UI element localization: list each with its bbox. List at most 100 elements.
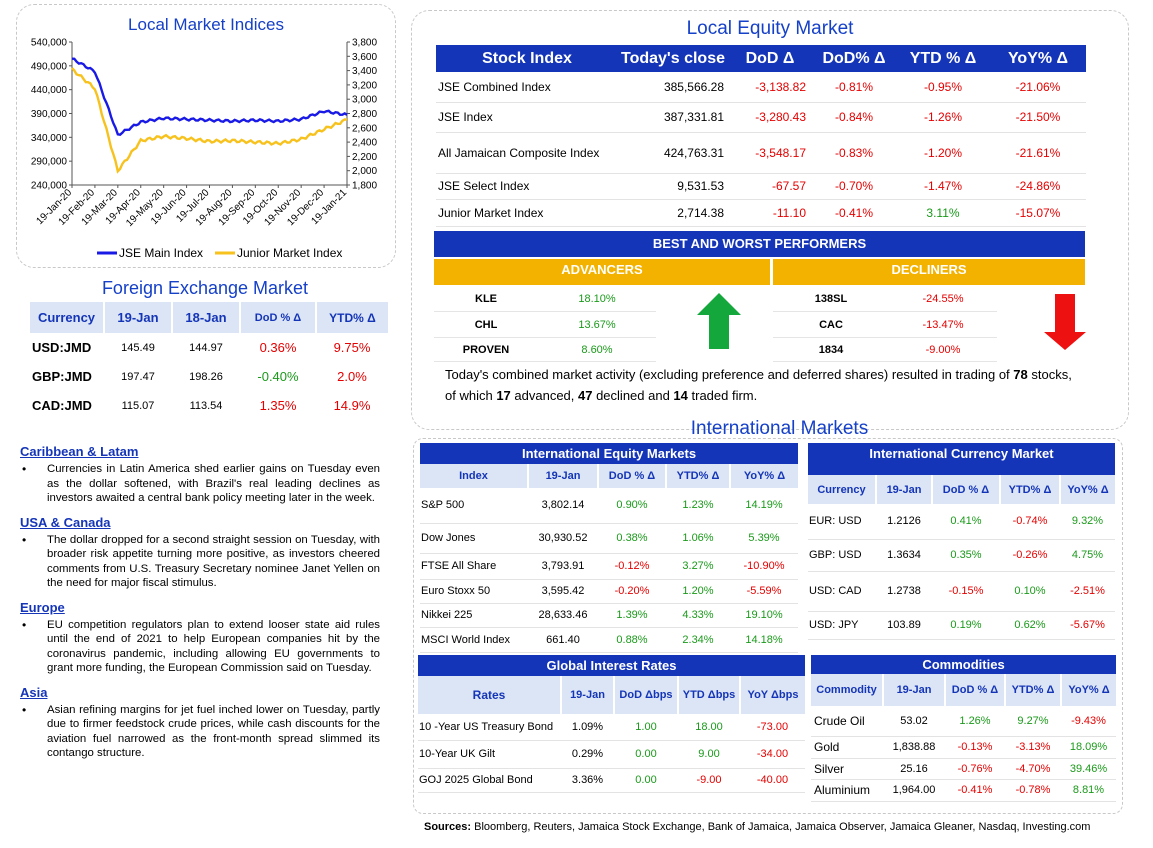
intl-equity-dod: 1.39% [598,603,666,628]
intl-currency-ytd: 0.10% [1000,571,1060,612]
fx-header-dod: DoD % Δ [240,302,317,333]
commodity-ytd: -0.78% [1005,779,1061,802]
commodity-ytd: -4.70% [1005,758,1061,780]
fx-ytd: 9.75% [333,340,371,355]
intl-equity-dod: -0.20% [598,579,666,604]
intl-panel [413,438,1123,814]
ic-h1: 19-Jan [876,475,933,504]
c-h2: DoD % Δ [945,674,1006,706]
commodity-value: 25.16 [883,758,945,780]
fx-row: CAD:JMD 115.07 113.54 1.35% 14.9% [30,391,388,420]
right-tick-label: 3,600 [352,52,377,63]
equity-panel [411,10,1129,430]
ie-h3: YTD% Δ [666,464,731,488]
intl-equity-name: Nikkei 225 [420,603,528,628]
eq-yoy: -21.61% [990,132,1086,174]
intl-equity-name: S&P 500 [420,488,528,524]
intl-equity-row: Dow Jones 30,930.52 0.38% 1.06% 5.39% [420,523,798,554]
eq-name: JSE Index [436,102,618,133]
right-tick-label: 2,800 [352,109,377,120]
equity-title: Local Equity Market [686,18,854,39]
intl-currency-row: GBP: USD 1.3634 0.35% -0.26% 4.75% [808,539,1115,572]
eq-ytd: -1.47% [896,173,990,200]
intl-currency-value: 1.2126 [876,504,932,540]
commodity-yoy: 39.46% [1061,758,1116,780]
news-heading: Asia [20,684,48,700]
rate-value: 0.29% [561,740,614,769]
performers-title: BEST AND WORST PERFORMERS [434,231,1085,257]
advancer-name: PROVEN [462,343,510,356]
right-tick-label: 3,000 [352,95,377,106]
decliner-row: 138SL -24.55% [773,286,997,312]
left-tick-label: 390,000 [31,109,68,120]
eq-close: 385,566.28 [618,72,728,103]
eq-dod: -3,548.17 [728,132,812,174]
fx-dod: -0.40% [257,369,299,384]
ic-h2: DoD % Δ [932,475,1001,504]
fx-header-d2: 18-Jan [172,302,241,333]
eq-name: JSE Combined Index [436,72,618,103]
ie-h0: Index [420,464,529,488]
equity-row: Junior Market Index 2,714.38 -11.10 -0.41% 3… [436,199,1086,227]
decliner-name: 1834 [818,343,844,356]
fx-dod: 0.36% [259,340,297,355]
intl-currency-row: EUR: USD 1.2126 0.41% -0.74% 9.32% [808,504,1115,540]
equity-row: JSE Combined Index 385,566.28 -3,138.82 -0.… [436,72,1086,103]
intl-equity-row: Nikkei 225 28,633.46 1.39% 4.33% 19.10% [420,603,798,628]
intl-currency-yoy: -5.67% [1060,611,1115,640]
left-tick-label: 240,000 [31,181,68,192]
eq-yoy: -21.06% [990,72,1086,103]
commodity-ytd: 9.27% [1005,706,1061,737]
rate-dod: 0.00 [614,740,678,769]
intl-currency-ytd: 0.62% [1000,611,1060,640]
intl-equity-value: 3,595.42 [528,579,598,604]
intl-currency-row: USD: JPY 103.89 0.19% 0.62% -5.67% [808,611,1115,640]
eq-yoy: -15.07% [990,199,1086,227]
commodity-name: Crude Oil [811,706,883,737]
eq-dod: -3,280.43 [728,102,812,133]
intl-equity-row: FTSE All Share 3,793.91 -0.12% 3.27% -10.90% [420,553,798,580]
eq-ytd: -0.95% [896,72,990,103]
series-line-jse-main [71,57,348,136]
commodity-name: Gold [811,736,883,759]
intl-equity-row: MSCI World Index 661.40 0.88% 2.34% 14.18% [420,627,798,653]
fx-d2: 144.97 [189,341,223,354]
commodity-dod: -0.41% [945,779,1005,802]
rate-ytd: 9.00 [678,740,740,769]
decliner-name: 138SL [814,292,848,305]
intl-currency-yoy: 9.32% [1060,504,1115,540]
intl-currency-value: 1.2738 [876,571,932,612]
intl-currency-ytd: -0.26% [1000,539,1060,572]
intl-equity-yoy: 5.39% [730,523,798,554]
news-heading: Caribbean & Latam [20,444,139,459]
rate-value: 3.36% [561,768,614,793]
eq-ytd: -1.26% [896,102,990,133]
decliner-value: -9.00% [925,343,961,356]
intl-currency-table: Currency 19-Jan DoD % Δ YTD% Δ YoY% Δ EU… [808,475,1115,640]
indices-chart-panel: Local Market Indices 540,000 490,000 440,0… [16,4,396,268]
fx-header-row: Currency 19-Jan 18-Jan DoD % Δ YTD% Δ [30,302,388,333]
eq-header-dod: DoD Δ [728,45,812,72]
fx-header-d1: 19-Jan [104,302,173,333]
r-h1: 19-Jan [561,676,615,714]
chart-title: Local Market Indices [128,15,284,34]
intl-equity-value: 28,633.46 [528,603,598,628]
news-item: Asian refining margins for jet fuel inch… [20,703,380,761]
intl-currency-yoy: 4.75% [1060,539,1115,572]
fx-d1: 145.49 [121,341,155,354]
intl-equity-dod: 0.90% [598,488,666,524]
sources-label: Sources: [424,821,472,833]
right-tick-label: 2,600 [352,123,377,134]
eq-header-index: Stock Index [436,45,618,72]
eq-yoy: -24.86% [990,173,1086,200]
fx-ytd: 14.9% [333,398,371,413]
right-tick-label: 2,400 [352,138,377,149]
right-tick-label: 1,800 [352,181,377,192]
news-section: Caribbean & Latam Currencies in Latin Ame… [20,444,380,770]
commodity-dod: -0.76% [945,758,1005,780]
fx-currency: GBP:JMD [32,369,92,384]
commodity-ytd: -3.13% [1005,736,1061,759]
eq-dodp: -0.81% [812,72,896,103]
intl-currency-dod: 0.35% [932,539,1000,572]
intl-currency-name: USD: JPY [808,611,876,640]
